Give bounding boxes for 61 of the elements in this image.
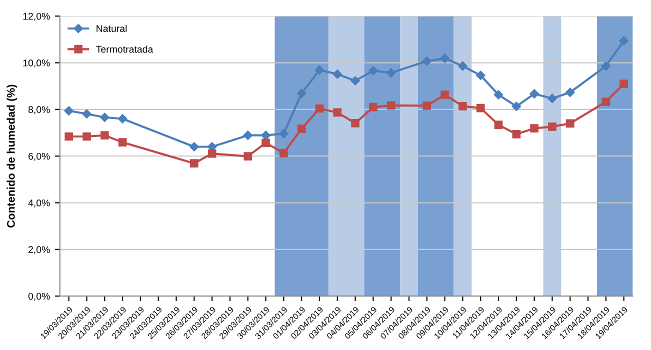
point [602, 98, 610, 106]
point [243, 130, 252, 140]
point [494, 120, 503, 129]
point [297, 124, 306, 133]
point [262, 138, 270, 147]
point [332, 70, 342, 79]
point [100, 112, 110, 122]
y-tick-label: 4,0% [28, 200, 50, 208]
point [422, 102, 432, 110]
y-axis-title: Contenido de humedad (%) [6, 84, 18, 228]
point [190, 142, 199, 152]
point [530, 89, 539, 98]
point [620, 80, 628, 88]
point [244, 152, 252, 160]
point [476, 104, 485, 112]
point [314, 65, 324, 75]
legend-label: Natural [96, 24, 127, 32]
point [566, 119, 574, 128]
point [315, 104, 324, 113]
point [476, 70, 486, 80]
point [458, 61, 468, 71]
point [548, 122, 556, 131]
point [369, 102, 378, 112]
point [512, 102, 522, 112]
point [190, 159, 198, 168]
y-tick-label: 12,0% [23, 12, 50, 21]
point [422, 56, 432, 66]
point [280, 148, 288, 158]
point [619, 36, 628, 46]
point [118, 114, 128, 124]
point [512, 130, 521, 138]
y-tick-label: 10,0% [23, 60, 50, 68]
point [333, 108, 342, 117]
y-tick-label: 2,0% [28, 246, 50, 254]
point [386, 68, 396, 78]
y-tick-label: 6,0% [28, 152, 50, 161]
point [565, 88, 575, 98]
point [100, 131, 109, 140]
point [386, 101, 396, 110]
point [440, 90, 449, 99]
point [368, 66, 378, 76]
point [530, 124, 538, 132]
point [208, 149, 216, 158]
point [458, 102, 467, 110]
point [351, 119, 360, 128]
point [82, 109, 92, 118]
point [261, 130, 270, 140]
y-tick-label: 0,0% [28, 292, 50, 301]
point [601, 61, 611, 71]
point [82, 132, 91, 141]
point [64, 132, 74, 141]
point [64, 106, 74, 116]
point [548, 94, 557, 104]
point [279, 129, 288, 138]
legend-label: Termotratada [96, 46, 154, 53]
y-tick-label: 8,0% [28, 106, 50, 114]
point [350, 76, 360, 86]
point [296, 88, 306, 98]
point [118, 138, 127, 146]
point [440, 54, 450, 63]
point [494, 90, 504, 100]
